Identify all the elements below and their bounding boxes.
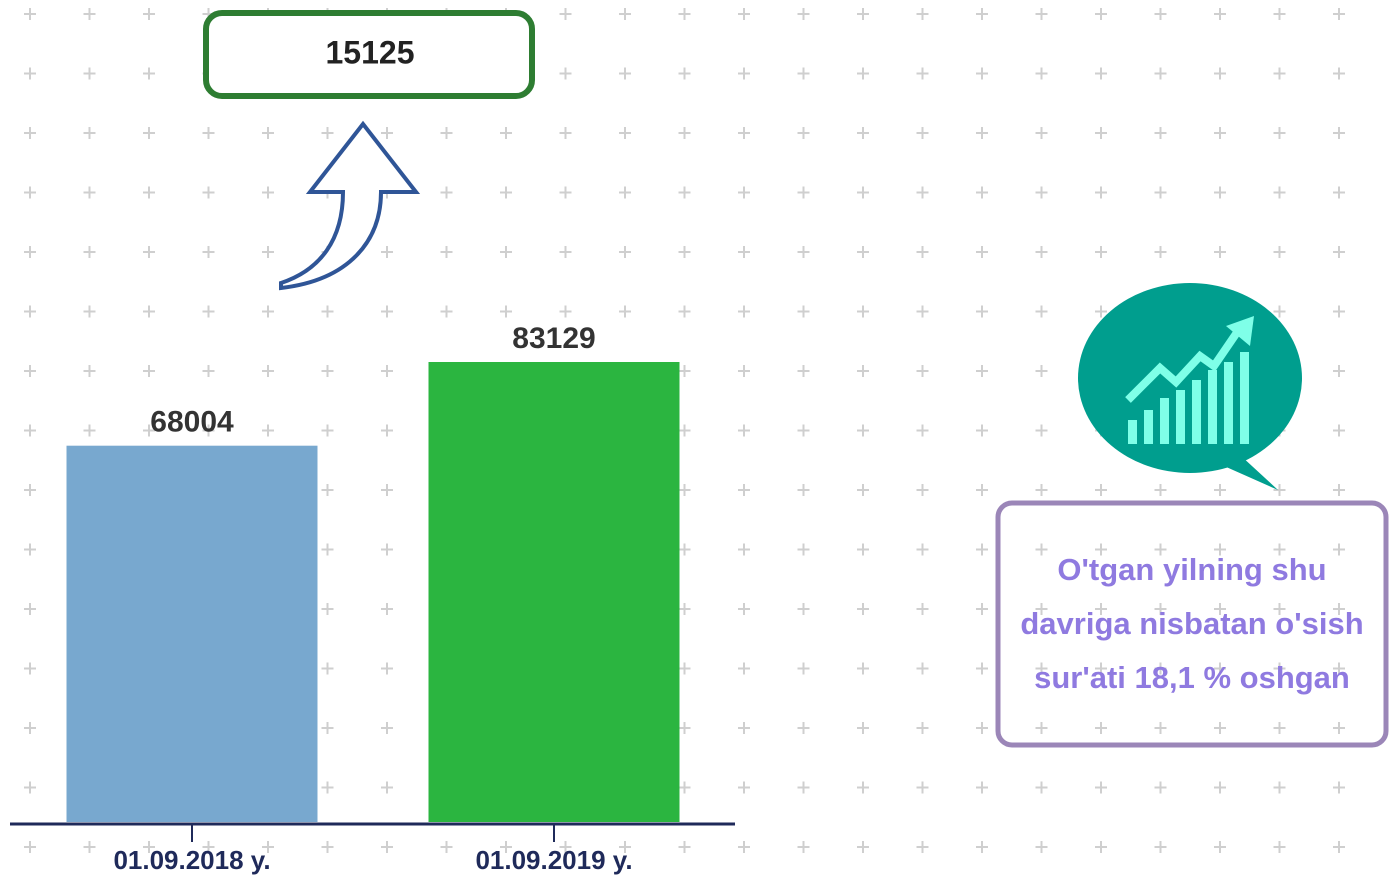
difference-box <box>203 10 535 99</box>
up-arrow <box>279 120 421 291</box>
growth-icon <box>1078 283 1302 490</box>
bar <box>428 362 680 822</box>
note-text: O'tgan yilning shu davriga nisbatan o'si… <box>1020 552 1364 695</box>
value-label: 83129 <box>512 322 595 355</box>
value-label: 68004 <box>150 406 234 439</box>
bar <box>66 445 318 822</box>
note-box <box>995 500 1389 748</box>
difference-label: 15125 <box>326 34 415 70</box>
x-tick-label: 01.09.2019 y. <box>475 845 632 875</box>
x-tick-label: 01.09.2018 y. <box>113 845 270 875</box>
